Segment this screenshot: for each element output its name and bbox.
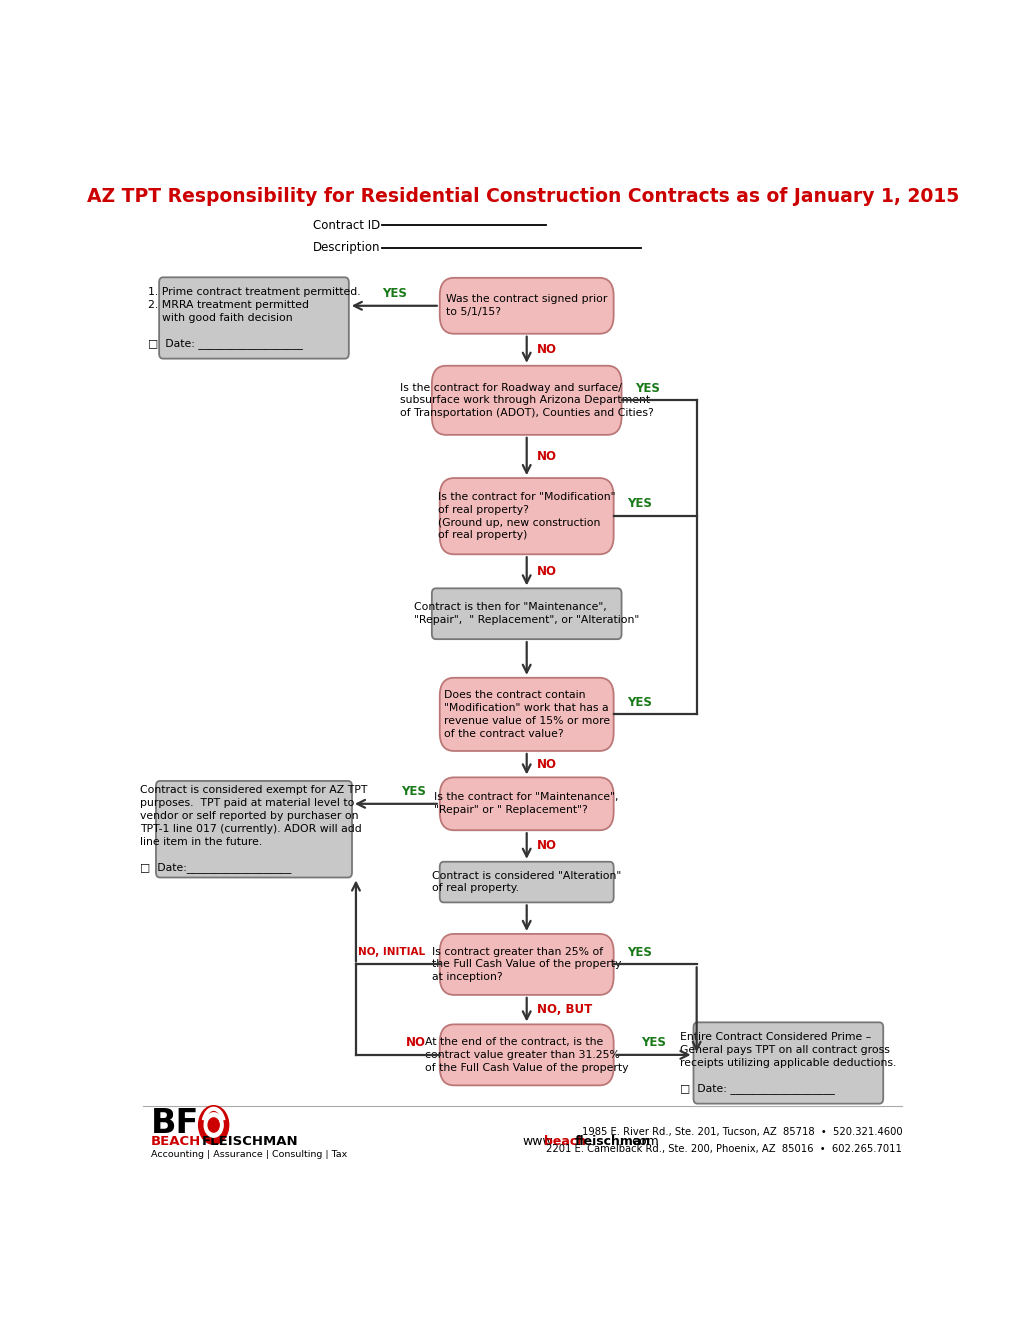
Circle shape (199, 1106, 228, 1144)
Text: www.: www. (522, 1135, 555, 1148)
Text: BF: BF (151, 1107, 200, 1140)
Text: .com: .com (628, 1135, 658, 1148)
FancyBboxPatch shape (431, 589, 621, 639)
FancyBboxPatch shape (159, 277, 348, 359)
FancyBboxPatch shape (439, 1024, 613, 1085)
Text: Is the contract for Roadway and surface/
subsurface work through Arizona Departm: Is the contract for Roadway and surface/… (399, 383, 653, 418)
FancyBboxPatch shape (693, 1022, 882, 1104)
Text: Is contract greater than 25% of
the Full Cash Value of the property
at inception: Is contract greater than 25% of the Full… (432, 946, 621, 982)
Text: NO: NO (536, 343, 556, 356)
Text: Is the contract for "Maintenance",
"Repair" or " Replacement"?: Is the contract for "Maintenance", "Repa… (434, 792, 619, 816)
Text: Contract is considered "Alteration"
of real property.: Contract is considered "Alteration" of r… (432, 871, 621, 894)
Text: NO: NO (536, 840, 556, 853)
Text: NO: NO (406, 1036, 425, 1049)
Text: Contract is then for "Maintenance",
"Repair",  " Replacement", or "Alteration": Contract is then for "Maintenance", "Rep… (414, 602, 639, 626)
Circle shape (204, 1113, 223, 1138)
FancyBboxPatch shape (439, 478, 613, 554)
Text: AZ TPT Responsibility for Residential Construction Contracts as of January 1, 20: AZ TPT Responsibility for Residential Co… (87, 186, 958, 206)
FancyBboxPatch shape (439, 862, 613, 903)
Text: Entire Contract Considered Prime –
General pays TPT on all contract gross
receip: Entire Contract Considered Prime – Gener… (680, 1032, 896, 1094)
Text: BEACH: BEACH (151, 1135, 202, 1148)
Text: FLEISCHMAN: FLEISCHMAN (202, 1135, 299, 1148)
Text: Is the contract for "Modification"
of real property?
(Ground up, new constructio: Is the contract for "Modification" of re… (437, 492, 614, 540)
Text: Does the contract contain
"Modification" work that has a
revenue value of 15% or: Does the contract contain "Modification"… (443, 690, 609, 739)
FancyBboxPatch shape (439, 277, 613, 334)
Text: Contract is considered exempt for AZ TPT
purposes.  TPT paid at material level t: Contract is considered exempt for AZ TPT… (141, 785, 367, 873)
FancyBboxPatch shape (156, 781, 352, 878)
Text: YES: YES (400, 785, 425, 799)
FancyBboxPatch shape (439, 935, 613, 995)
Text: NO: NO (536, 450, 556, 463)
Text: 1. Prime contract treatment permitted.
2. MRRA treatment permitted
    with good: 1. Prime contract treatment permitted. 2… (148, 286, 360, 348)
FancyBboxPatch shape (431, 366, 621, 434)
Text: NO: NO (536, 758, 556, 771)
Text: YES: YES (381, 286, 407, 300)
FancyBboxPatch shape (439, 777, 613, 830)
Text: NO, BUT: NO, BUT (536, 1003, 592, 1016)
Text: beach: beach (543, 1135, 586, 1148)
Text: YES: YES (641, 1036, 665, 1049)
Circle shape (208, 1118, 219, 1133)
Text: YES: YES (627, 696, 651, 709)
Text: YES: YES (627, 498, 651, 511)
Text: 2201 E. Camelback Rd., Ste. 200, Phoenix, AZ  85016  •  602.265.7011: 2201 E. Camelback Rd., Ste. 200, Phoenix… (546, 1144, 902, 1155)
Text: YES: YES (635, 381, 659, 395)
Text: 1985 E. River Rd., Ste. 201, Tucson, AZ  85718  •  520.321.4600: 1985 E. River Rd., Ste. 201, Tucson, AZ … (581, 1127, 902, 1137)
Text: Contract ID: Contract ID (313, 219, 380, 232)
Text: Was the contract signed prior
to 5/1/15?: Was the contract signed prior to 5/1/15? (445, 294, 606, 317)
Text: At the end of the contract, is the
contract value greater than 31.25%
of the Ful: At the end of the contract, is the contr… (425, 1038, 628, 1073)
Text: YES: YES (627, 945, 651, 958)
Text: NO, INITIAL: NO, INITIAL (358, 948, 425, 957)
Text: Accounting | Assurance | Consulting | Tax: Accounting | Assurance | Consulting | Ta… (151, 1150, 347, 1159)
FancyBboxPatch shape (439, 677, 613, 751)
Text: NO: NO (536, 565, 556, 578)
Text: Description: Description (313, 242, 380, 255)
Text: fleischman: fleischman (575, 1135, 650, 1148)
